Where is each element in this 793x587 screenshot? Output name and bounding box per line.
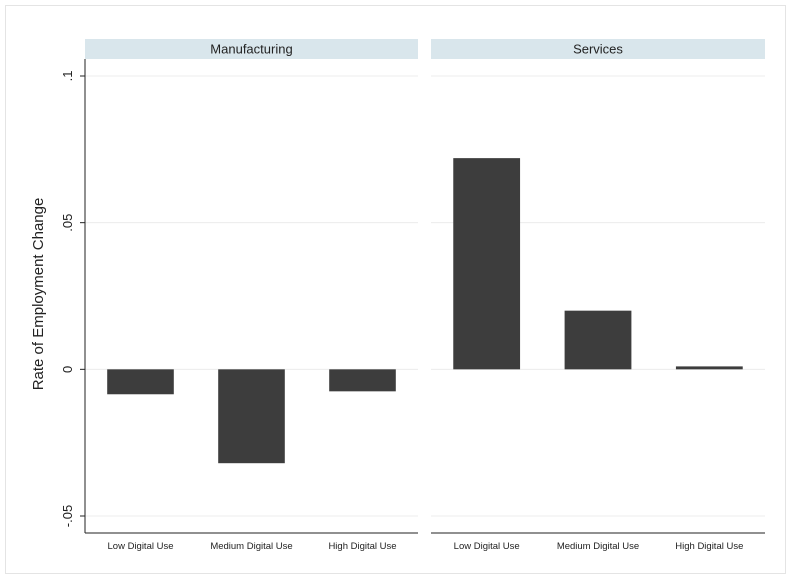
bar-services-1	[453, 158, 521, 370]
y-tick-label: .05	[60, 214, 75, 232]
y-tick-label: -.05	[60, 505, 75, 527]
y-tick-label: 0	[60, 366, 75, 373]
bar-services-3	[675, 366, 743, 370]
x-tick-label: Medium Digital Use	[557, 541, 639, 552]
panel-strip	[85, 39, 418, 59]
bar-manufacturing-1	[107, 369, 174, 395]
chart-figure: Manufacturing Services Low Digital Use Med…	[5, 5, 786, 574]
panel-title: Services	[573, 42, 623, 57]
y-tick-label: .1	[60, 71, 75, 82]
panel-title: Manufacturing	[210, 42, 292, 57]
axes: Low Digital Use Medium Digital Use High Di…	[60, 59, 765, 552]
bar-manufacturing-3	[329, 369, 396, 392]
panel-strips: Manufacturing Services	[85, 39, 765, 59]
x-tick-label: Low Digital Use	[454, 541, 520, 552]
x-tick-label: High Digital Use	[675, 541, 743, 552]
panel-strip	[431, 39, 765, 59]
chart-canvas: Manufacturing Services Low Digital Use Med…	[30, 39, 765, 552]
bar-manufacturing-2	[218, 369, 285, 464]
gridlines	[85, 75, 765, 517]
bar-services-2	[564, 310, 632, 370]
x-tick-label: High Digital Use	[328, 541, 396, 552]
x-tick-label: Low Digital Use	[108, 541, 174, 552]
x-tick-label: Medium Digital Use	[210, 541, 292, 552]
y-axis-label: Rate of Employment Change	[30, 198, 47, 391]
bars	[107, 158, 743, 464]
